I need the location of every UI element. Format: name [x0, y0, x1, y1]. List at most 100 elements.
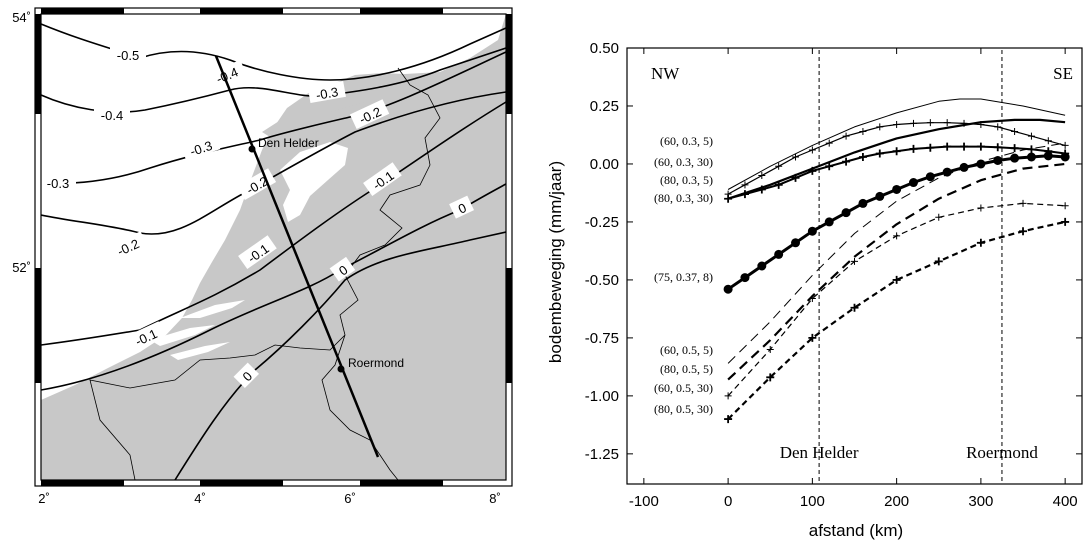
series-point [808, 146, 816, 154]
series-point [875, 191, 885, 201]
contour-label-bg [107, 231, 148, 261]
series-point [1010, 144, 1019, 153]
series-point [850, 303, 859, 312]
series-point [926, 119, 934, 127]
wadden-islands [262, 100, 365, 137]
map-panel: -0.5 -0.4 -0.4 -0.3 -0.3 -0.3 -0.2 -0.2 … [12, 7, 513, 506]
series-line [727, 118, 1066, 200]
series-point [960, 142, 969, 151]
series-point [934, 257, 943, 266]
series-point [1027, 132, 1035, 140]
series-point [824, 217, 834, 227]
zeeland-estuaries [150, 300, 245, 360]
series-point [1061, 217, 1070, 226]
lon-label: 8˚ [489, 491, 501, 506]
series-point [926, 143, 935, 152]
series-point [943, 142, 952, 151]
series-point [842, 132, 850, 140]
series-point [943, 119, 951, 127]
series-point [825, 139, 833, 147]
series-point [1019, 199, 1027, 207]
series-point [1061, 202, 1069, 210]
contour-label-bg [110, 46, 146, 62]
series-point [976, 142, 985, 151]
x-tick-label: 100 [800, 493, 825, 510]
series-point [775, 162, 783, 170]
series-labels: (60, 0.3, 5) (60, 0.3, 30) (80, 0.3, 5) (80… [654, 134, 713, 416]
series-point [792, 153, 800, 161]
y-tick-label: 0.00 [590, 156, 619, 173]
series-point [892, 147, 901, 156]
series-point [942, 167, 952, 177]
series-point [1061, 141, 1069, 149]
series-label: (60, 0.3, 30) [654, 155, 713, 169]
series-point [876, 123, 884, 131]
x-tick-label: 200 [884, 493, 909, 510]
chart-panel: -100 0 100 200 300 400 0.50 0.25 0.00 -0.25 -0.50 -… [546, 40, 1083, 540]
contour-labels: -0.5 -0.4 -0.4 -0.3 -0.3 -0.3 -0.2 -0.2 … [40, 46, 475, 389]
series-line [727, 202, 1066, 397]
series-point [808, 294, 816, 302]
y-tick-label: -1.00 [585, 388, 619, 405]
series-line [727, 98, 1066, 190]
series-label: (60, 0.3, 5) [660, 134, 713, 148]
series-point [858, 153, 867, 161]
series-point [892, 184, 902, 194]
series-point [908, 178, 918, 188]
contour-label-bg [236, 168, 277, 201]
y-tick-label: -0.25 [585, 214, 619, 231]
series-label: (60, 0.5, 30) [654, 381, 713, 395]
direction-label-se: SE [1053, 64, 1073, 83]
series-point [791, 238, 801, 248]
series-point [909, 119, 917, 127]
series-point [766, 345, 774, 353]
x-tick-label: -100 [629, 493, 659, 510]
contour-label-bg [233, 362, 260, 389]
series-point [723, 284, 733, 294]
series-group [723, 98, 1070, 424]
series-line [727, 142, 1066, 364]
contour-label-bg [181, 133, 221, 161]
series-point [1026, 152, 1036, 162]
series-point [841, 208, 851, 218]
series-point [766, 373, 775, 382]
series-point [893, 121, 901, 129]
y-axis-label: bodembeweging (mm/jaar) [546, 161, 565, 363]
profile-line [214, 55, 380, 458]
series-line [727, 220, 1066, 420]
contour-label-bg [363, 162, 402, 197]
ijsselmeer [280, 142, 348, 222]
series-label: (80, 0.3, 5) [660, 173, 713, 187]
series-point [758, 172, 766, 180]
series-label: (80, 0.5, 30) [654, 402, 713, 416]
y-tick-label: -0.75 [585, 330, 619, 347]
x-tick-label: 400 [1053, 493, 1078, 510]
contour-label: -0.4 [101, 108, 123, 123]
series-point [842, 157, 851, 166]
series-point [994, 123, 1002, 131]
series-point [858, 198, 868, 208]
series-point [791, 173, 800, 182]
series-point [1019, 227, 1028, 236]
series-point [859, 127, 867, 135]
contour-label-bg [349, 99, 390, 129]
contour-label-bg [238, 235, 277, 270]
series-point [851, 257, 858, 265]
city-label-roermond: Roermond [348, 356, 404, 370]
x-tick-label: 0 [724, 493, 732, 510]
series-point [740, 273, 750, 283]
series-point [808, 166, 817, 175]
contour-label-bg [40, 174, 76, 190]
series-point [959, 162, 969, 172]
y-tick-label: -0.50 [585, 272, 619, 289]
contour-label-bg [307, 81, 346, 104]
y-tick-label: 0.50 [590, 40, 619, 57]
series-label: (60, 0.5, 5) [660, 343, 713, 357]
series-point [893, 232, 901, 240]
city-marker-roermond [337, 365, 345, 373]
contour-label: -0.3 [315, 84, 340, 103]
series-point [1043, 151, 1053, 161]
series-point [976, 238, 985, 247]
series-point [724, 194, 733, 203]
series-point [909, 144, 918, 153]
